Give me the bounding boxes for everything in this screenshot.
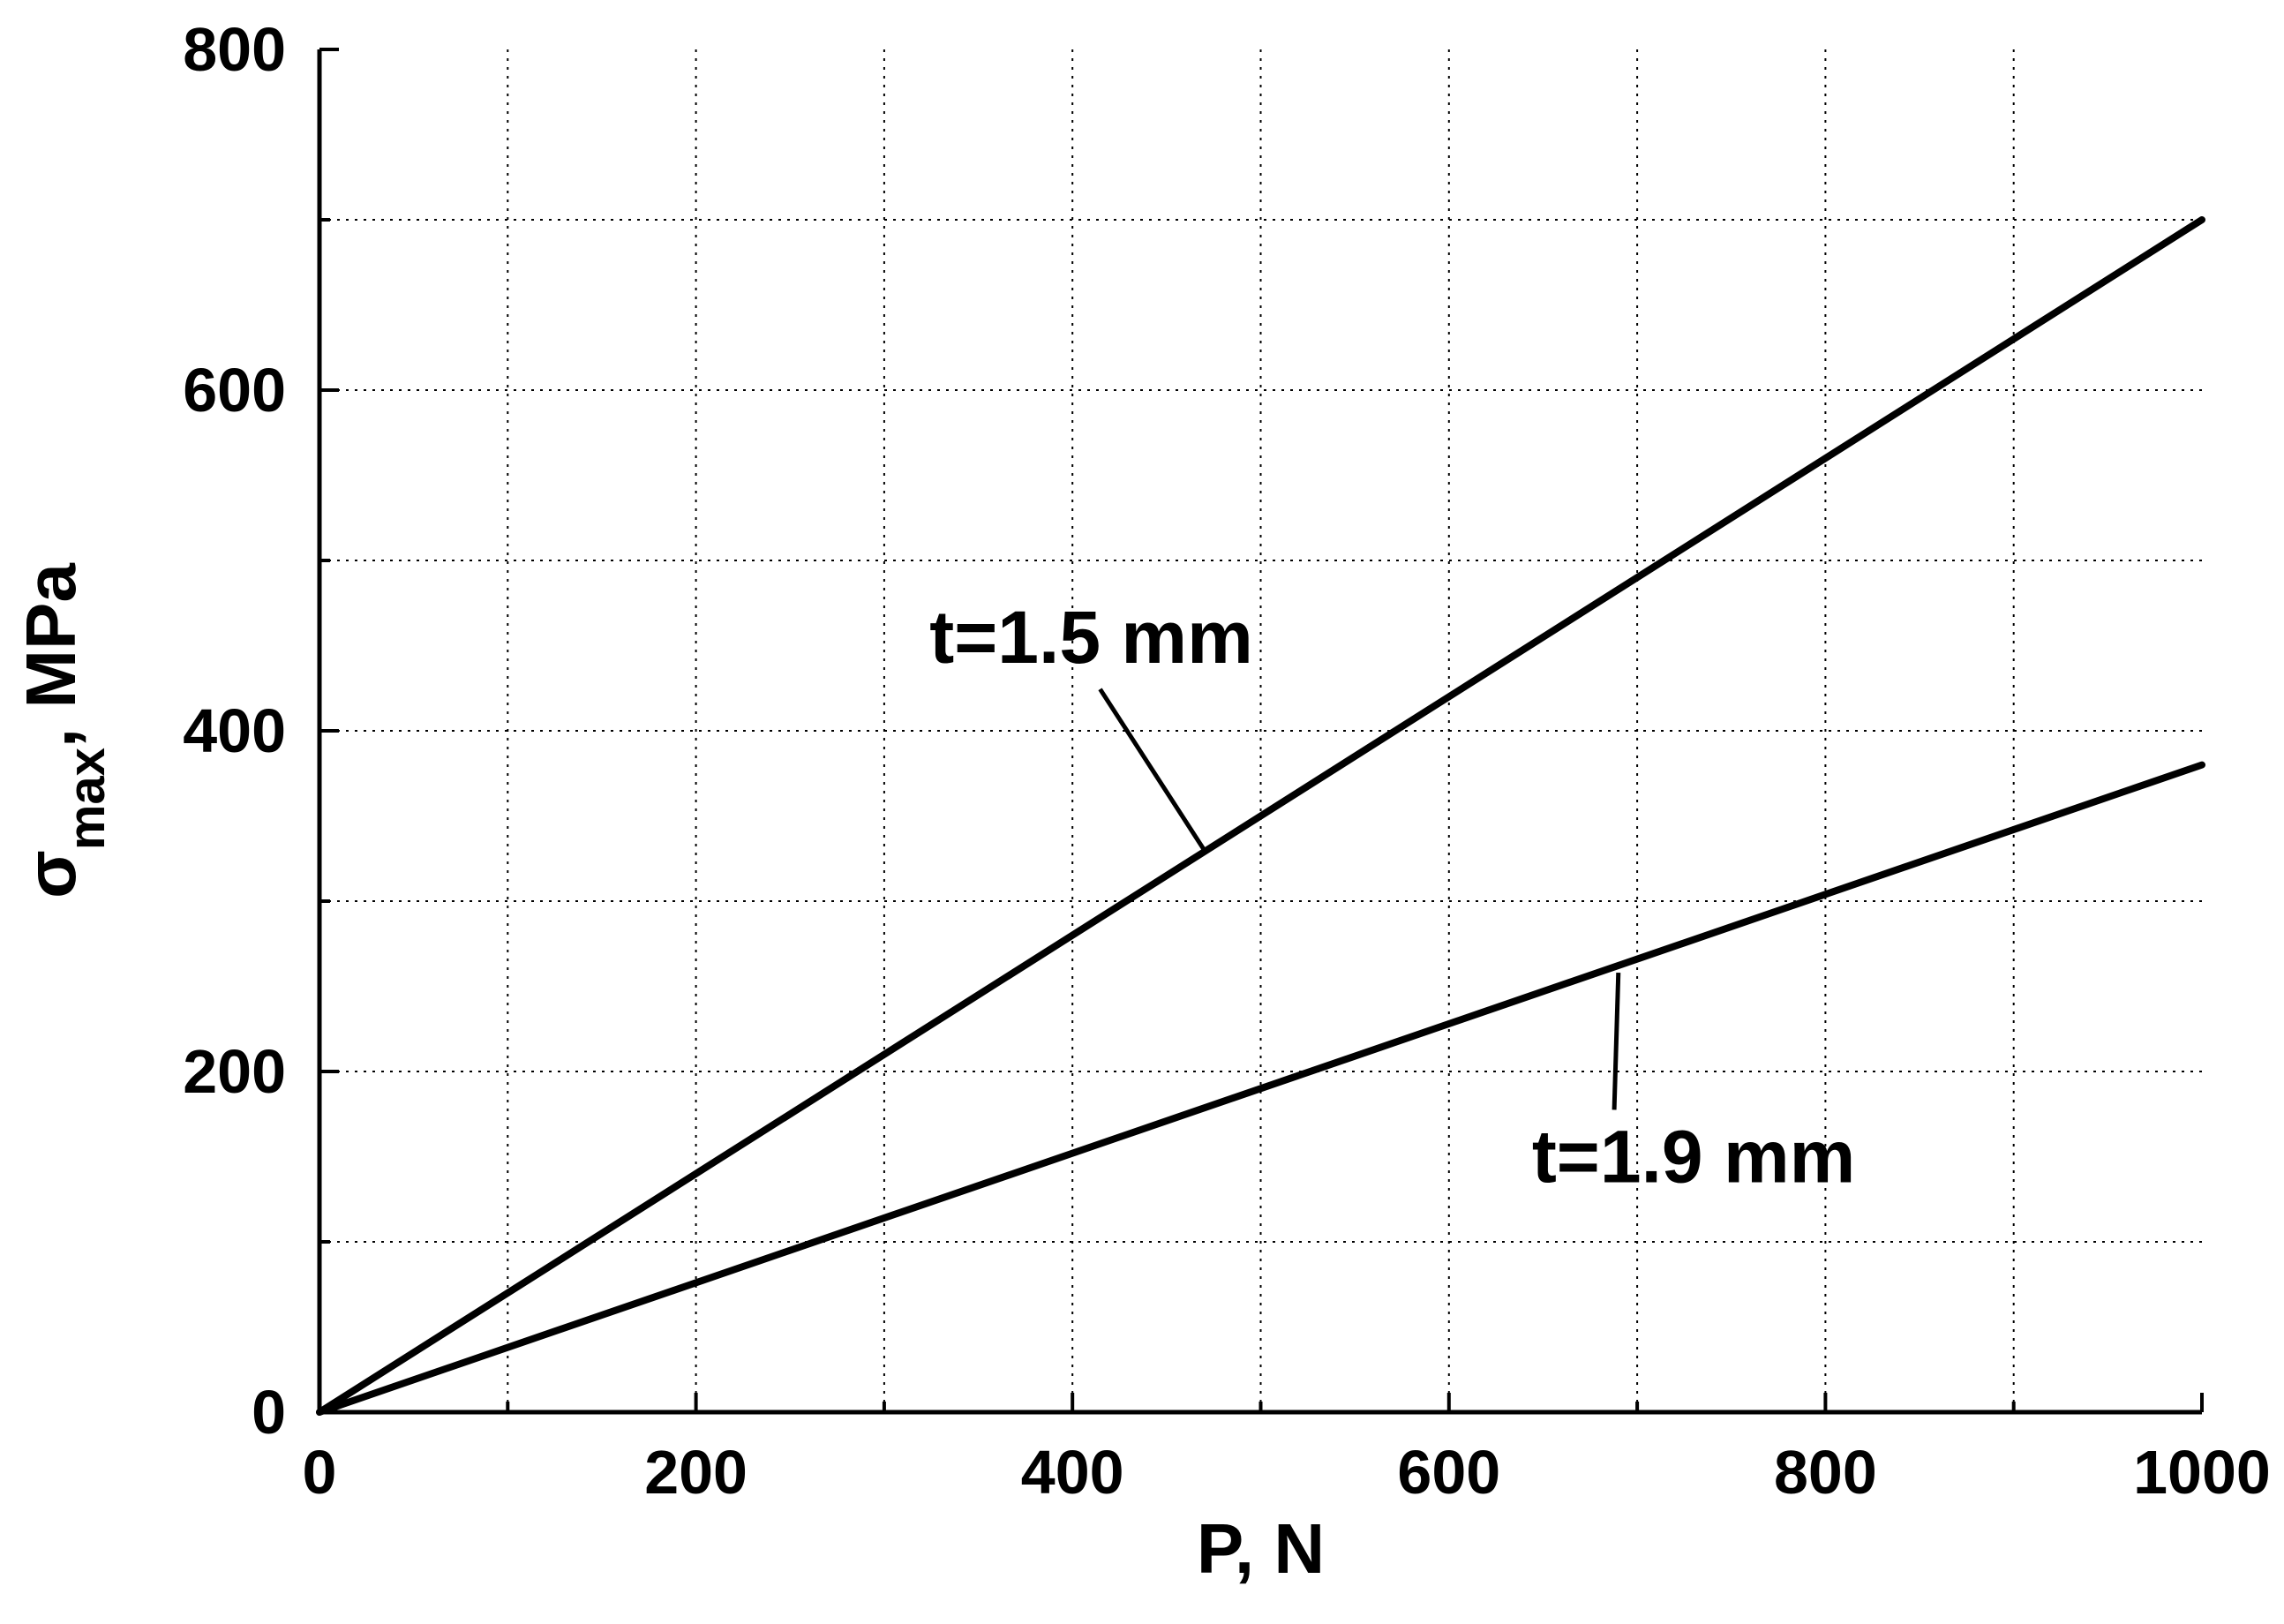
y-tick-label: 400 — [183, 696, 286, 765]
series-leader-line — [1098, 688, 1206, 852]
series-label: t=1.5 mm — [929, 596, 1253, 679]
series-label: t=1.9 mm — [1532, 1115, 1856, 1198]
y-axis-suffix: , MPa — [11, 563, 90, 748]
axis-ticks — [318, 48, 2204, 1414]
y-tick-labels: 0 200 400 600 800 — [183, 15, 286, 1447]
series-annotations: t=1.5 mm t=1.9 mm — [929, 596, 1855, 1199]
x-tick-label: 1000 — [2133, 1438, 2271, 1507]
x-tick-label: 200 — [644, 1438, 748, 1507]
y-axis-subscript: max — [58, 748, 116, 850]
y-tick-label: 800 — [183, 15, 286, 84]
x-axis-title: P, N — [1197, 1509, 1325, 1588]
series-line — [316, 761, 2205, 1416]
y-axis-symbol: σ — [11, 850, 90, 898]
grid-lines — [319, 49, 2202, 1412]
series-lines — [316, 216, 2205, 1416]
series-leader-line — [1612, 972, 1621, 1110]
x-tick-label: 600 — [1397, 1438, 1500, 1507]
x-tick-label: 800 — [1774, 1438, 1877, 1507]
series-line — [316, 216, 2205, 1416]
y-tick-label: 200 — [183, 1037, 286, 1106]
y-axis-title: σmax, MPa — [11, 563, 116, 898]
x-tick-labels: 0 200 400 600 800 1000 — [303, 1438, 2271, 1507]
x-tick-label: 0 — [303, 1438, 337, 1507]
x-tick-label: 400 — [1021, 1438, 1124, 1507]
y-tick-label: 0 — [252, 1378, 286, 1447]
y-tick-label: 600 — [183, 356, 286, 425]
